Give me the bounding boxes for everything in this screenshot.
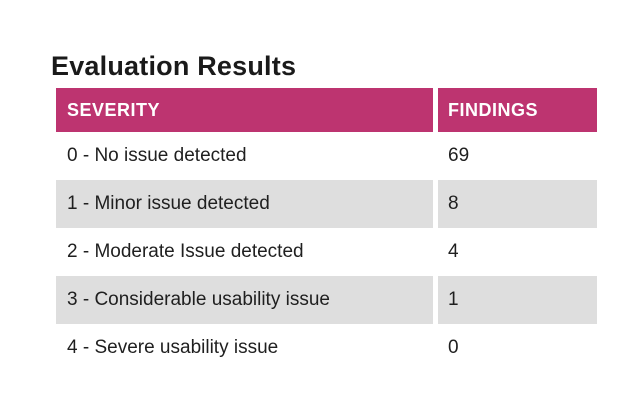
severity-cell: 1 - Minor issue detected — [56, 180, 433, 228]
column-header-severity: SEVERITY — [56, 88, 433, 132]
severity-cell: 0 - No issue detected — [56, 132, 433, 180]
findings-cell: 8 — [438, 180, 597, 228]
column-header-findings: FINDINGS — [438, 88, 597, 132]
severity-cell: 2 - Moderate Issue detected — [56, 228, 433, 276]
table-row: 1 - Minor issue detected 8 — [56, 180, 597, 228]
table-row: 0 - No issue detected 69 — [56, 132, 597, 180]
evaluation-results-table: SEVERITY FINDINGS 0 - No issue detected … — [56, 88, 597, 372]
page-title: Evaluation Results — [51, 51, 297, 82]
findings-cell: 0 — [438, 324, 597, 372]
findings-cell: 4 — [438, 228, 597, 276]
table-row: 2 - Moderate Issue detected 4 — [56, 228, 597, 276]
table-header-row: SEVERITY FINDINGS — [56, 88, 597, 132]
table-row: 3 - Considerable usability issue 1 — [56, 276, 597, 324]
severity-cell: 3 - Considerable usability issue — [56, 276, 433, 324]
severity-cell: 4 - Severe usability issue — [56, 324, 433, 372]
table-row: 4 - Severe usability issue 0 — [56, 324, 597, 372]
findings-cell: 1 — [438, 276, 597, 324]
findings-cell: 69 — [438, 132, 597, 180]
